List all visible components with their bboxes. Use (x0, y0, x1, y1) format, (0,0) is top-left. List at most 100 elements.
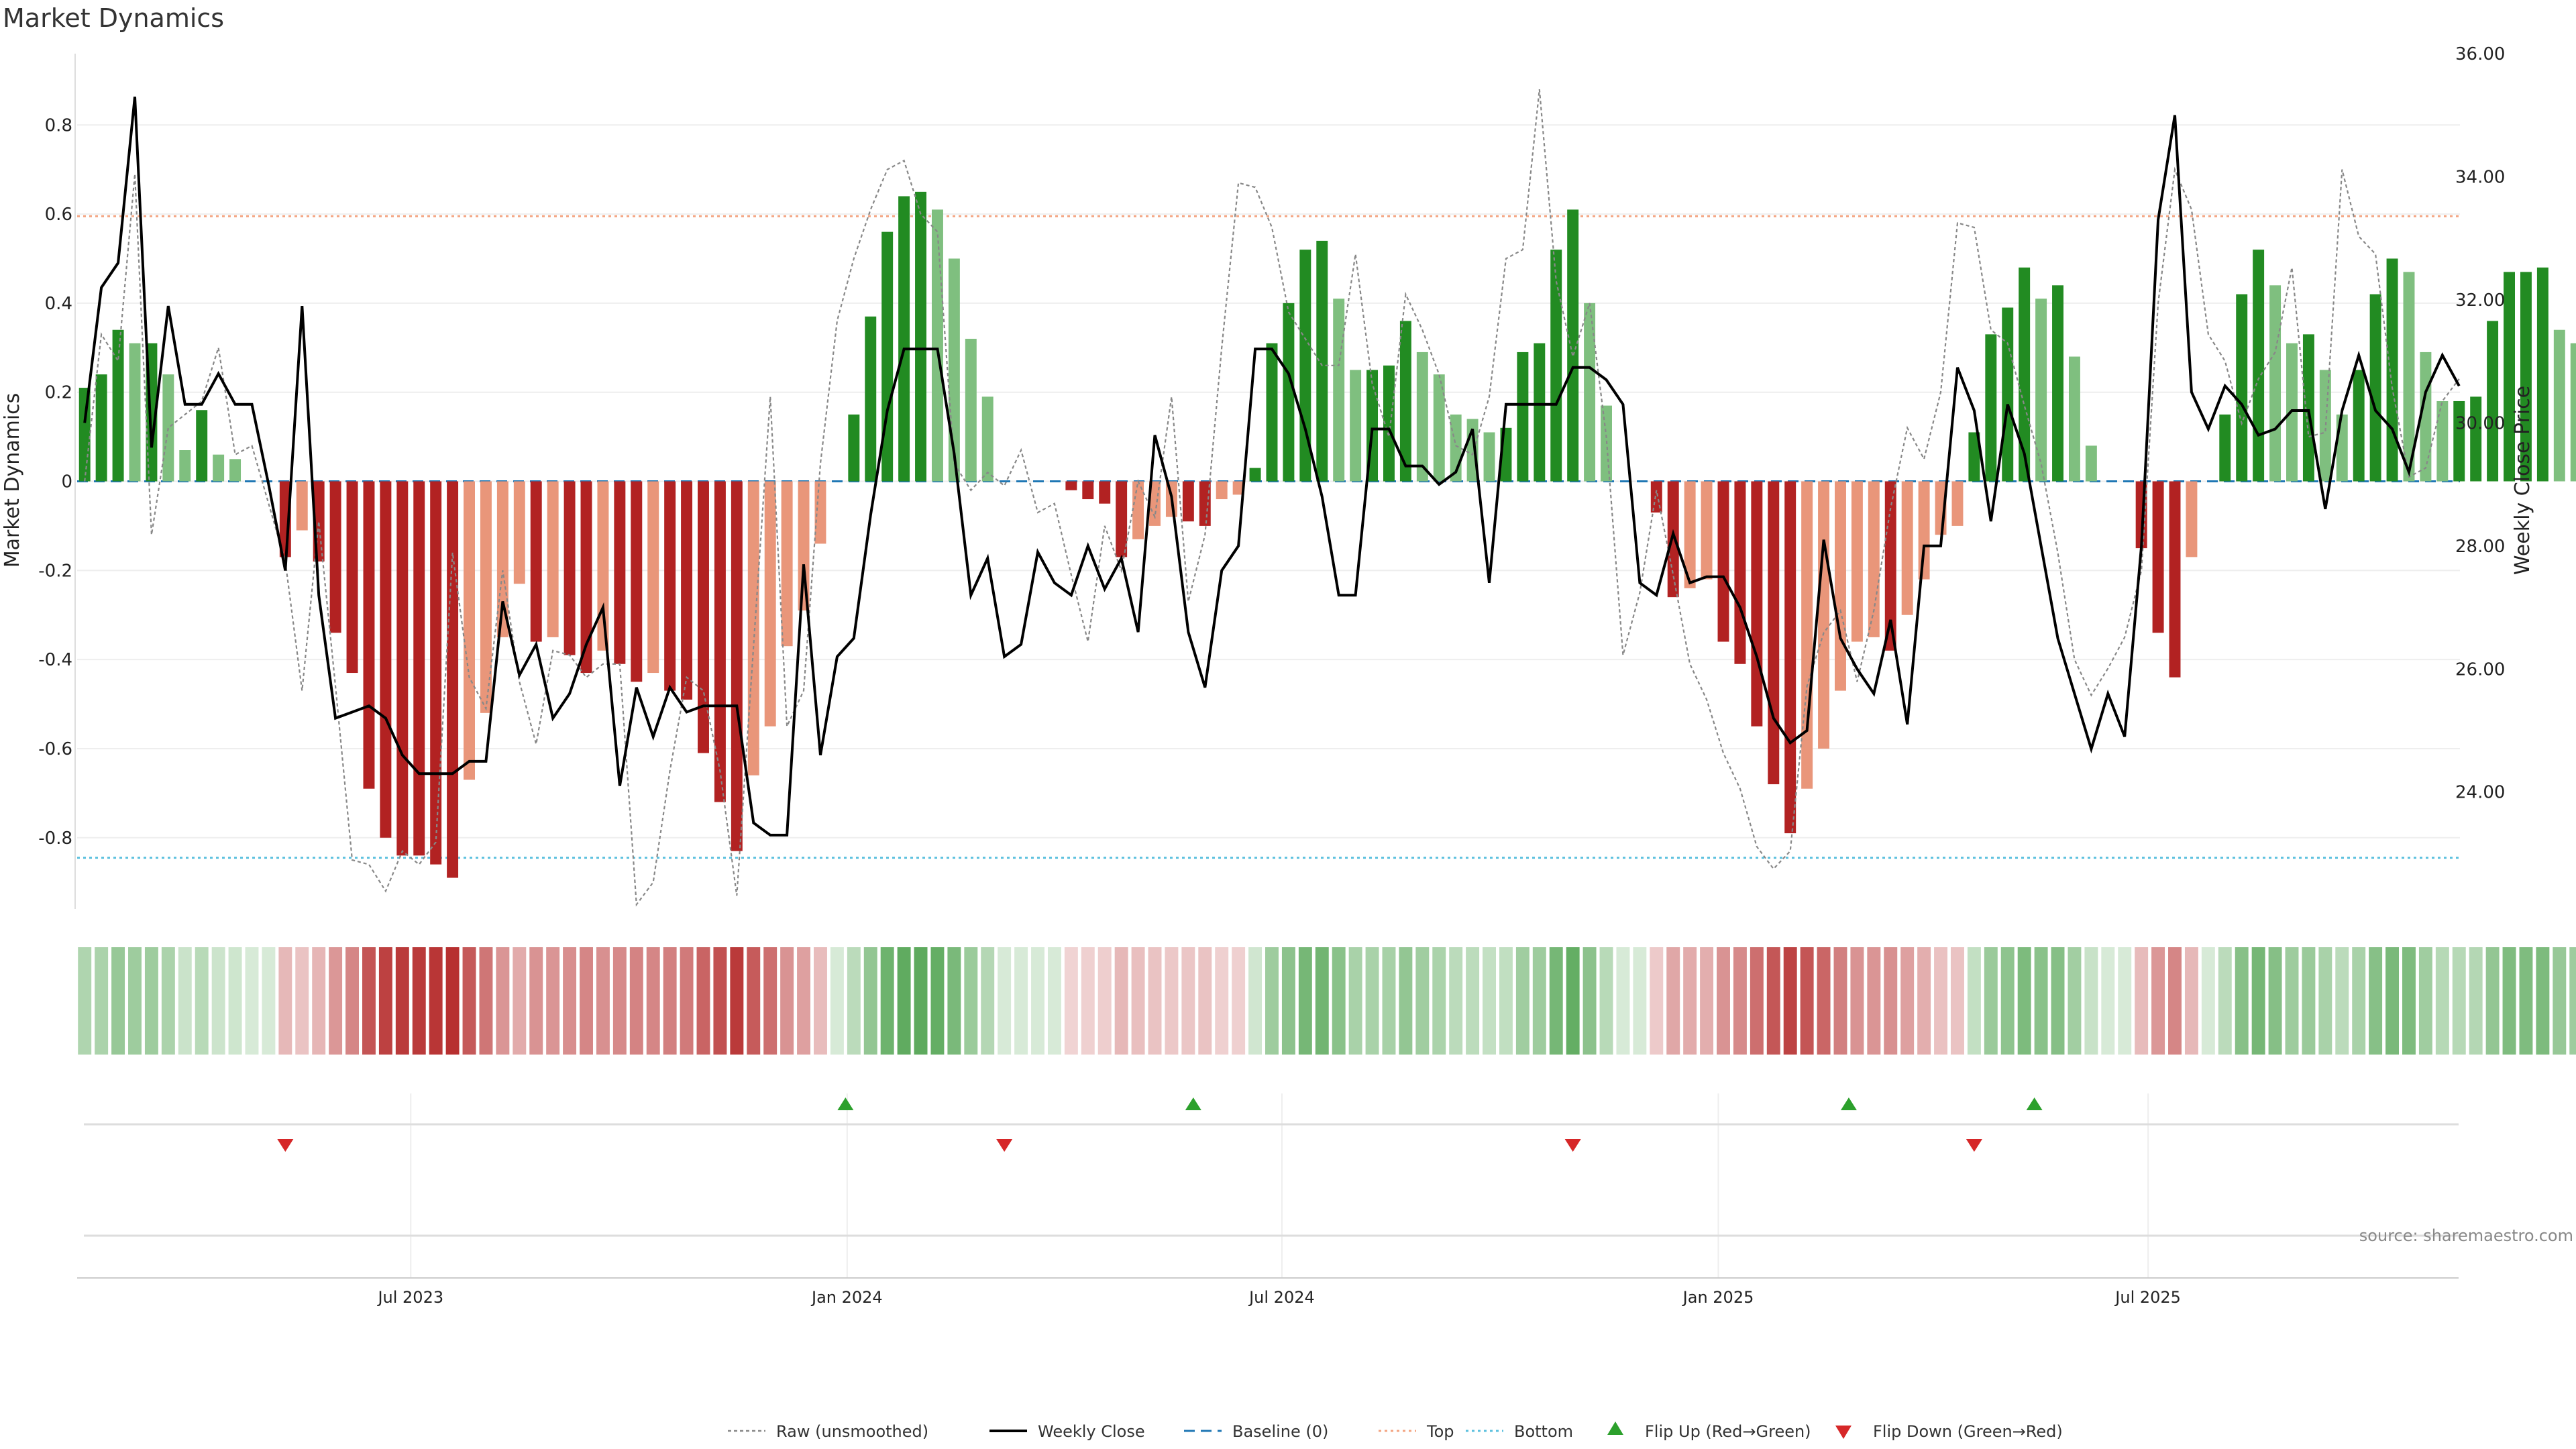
y-tick-label: 0.2 (45, 383, 72, 403)
md-bar (2052, 285, 2063, 482)
heatmap-cell (2135, 947, 2149, 1055)
weekly-close-line (83, 96, 2461, 837)
md-bar (1517, 352, 1529, 482)
legend-label: Top (1426, 1422, 1454, 1441)
heatmap-cell (1365, 947, 1379, 1055)
heatmap-cell (1399, 947, 1413, 1055)
heatmap-cell (95, 947, 109, 1055)
legend-item: Top (1379, 1422, 1454, 1441)
md-bar (948, 258, 960, 482)
md-bar (2068, 356, 2080, 482)
md-bar (1985, 334, 1997, 482)
heatmap-cell (747, 947, 761, 1055)
y-tick-label: 0.8 (45, 115, 72, 136)
heatmap-cell (1700, 947, 1714, 1055)
heatmap-cell (930, 947, 945, 1055)
md-bar (2553, 329, 2565, 482)
md-bar (2186, 481, 2198, 557)
md-bar (1751, 481, 1763, 727)
heatmap-cell (1432, 947, 1446, 1055)
md-bar (1082, 481, 1094, 500)
md-bar (1065, 481, 1077, 490)
heatmap-cell (1181, 947, 1195, 1055)
heatmap-cell (245, 947, 259, 1055)
heatmap-cell (1833, 947, 1847, 1055)
md-bar (1316, 240, 1328, 482)
md-bar (2152, 481, 2164, 633)
heatmap-cell (2017, 947, 2031, 1055)
heatmap-cell (730, 947, 744, 1055)
md-bar (580, 481, 592, 674)
md-bar (229, 459, 241, 482)
heatmap-cell (1466, 947, 1480, 1055)
md-bar (1399, 321, 1411, 482)
heatmap-cell (1449, 947, 1463, 1055)
legend-label: Raw (unsmoothed) (776, 1422, 928, 1441)
heatmap-cell (2469, 947, 2483, 1055)
heatmap-cell (1382, 947, 1396, 1055)
md-bar (447, 481, 459, 878)
heatmap-cell (329, 947, 343, 1055)
legend-label: Bottom (1514, 1422, 1573, 1441)
heatmap-cell (2218, 947, 2232, 1055)
md-bar (2520, 272, 2532, 482)
legend-item: Flip Up (Red→Green) (1607, 1421, 1811, 1441)
md-bar (2019, 267, 2031, 482)
heatmap-cell (1232, 947, 1246, 1055)
md-bar (2504, 272, 2516, 482)
md-bar (764, 481, 776, 727)
md-bar (747, 481, 759, 775)
md-bar (1182, 481, 1194, 522)
x-tick-label: Jul 2024 (1248, 1288, 1315, 1307)
md-bar (1266, 343, 1278, 482)
md-bar (1534, 343, 1546, 482)
heatmap-cell (1499, 947, 1513, 1055)
heatmap-cell (1315, 947, 1329, 1055)
heatmap-cell (863, 947, 877, 1055)
flip-marker-panel (84, 1093, 2459, 1278)
heatmap-cell (629, 947, 643, 1055)
legend-label: Flip Down (Green→Red) (1873, 1422, 2063, 1441)
y-tick-label: -0.2 (38, 561, 72, 581)
heatmap-cell (596, 947, 610, 1055)
md-bar (664, 481, 676, 691)
legend-item: Raw (unsmoothed) (728, 1422, 928, 1441)
md-bar (1283, 303, 1295, 482)
heatmap-cell (763, 947, 777, 1055)
heatmap-cell (2084, 947, 2098, 1055)
heatmap-cell (1532, 947, 1546, 1055)
heatmap-cell (1650, 947, 1664, 1055)
legend-label: Flip Up (Red→Green) (1645, 1422, 1811, 1441)
md-bar (179, 450, 191, 482)
md-bar (2035, 299, 2047, 482)
heatmap-cell (211, 947, 225, 1055)
md-bar (396, 481, 409, 856)
heatmap-cell (2485, 947, 2500, 1055)
heatmap-cell (2118, 947, 2132, 1055)
heatmap-cell (981, 947, 995, 1055)
heatmap-cell (2335, 947, 2349, 1055)
heatmap-cell (1081, 947, 1095, 1055)
legend-item: Weekly Close (989, 1422, 1145, 1441)
md-bar (2536, 267, 2548, 482)
md-bar (1232, 481, 1244, 495)
md-bar (681, 481, 693, 700)
md-bar (2253, 250, 2265, 482)
heatmap-cell (412, 947, 426, 1055)
md-bar (1199, 481, 1211, 526)
md-bar (848, 414, 860, 482)
heatmap-cell (947, 947, 961, 1055)
heatmap-cell (2251, 947, 2265, 1055)
heatmap-cell (1114, 947, 1128, 1055)
heatmap-cell (1298, 947, 1312, 1055)
heatmap-cell (1566, 947, 1580, 1055)
heatmap-cell (2553, 947, 2567, 1055)
y2-tick-label: 24.00 (2455, 783, 2505, 803)
md-bar (1567, 209, 1579, 482)
y-tick-label: -0.8 (38, 828, 72, 849)
heatmap-cell (1198, 947, 1212, 1055)
legend: Raw (unsmoothed) Weekly Close Baseline (0)… (728, 1421, 2063, 1441)
md-bar (1149, 481, 1161, 526)
md-bar (1801, 481, 1813, 789)
heatmap-cell (2418, 947, 2432, 1055)
